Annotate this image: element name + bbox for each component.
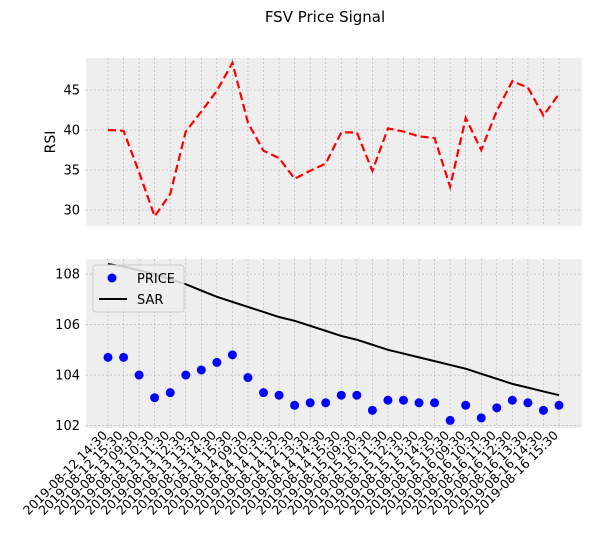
price-point	[321, 398, 331, 408]
price-point	[445, 415, 455, 425]
rsi-y-ticks: 30 35 40 45	[63, 84, 80, 219]
price-point	[119, 352, 129, 362]
price-point	[414, 398, 424, 408]
rsi-grid	[86, 58, 582, 226]
price-point	[259, 388, 269, 398]
rsi-y-axis-label: RSI	[43, 131, 59, 154]
price-point	[383, 395, 393, 405]
price-point	[103, 352, 113, 362]
price-point	[461, 400, 471, 410]
y-tick-label: 102	[55, 419, 80, 434]
price-point	[274, 390, 284, 400]
rsi-panel: 30 35 40 45 RSI	[43, 58, 582, 226]
legend-price-marker	[107, 273, 117, 283]
legend-price-label: PRICE	[137, 272, 175, 287]
price-point	[290, 400, 300, 410]
price-point	[554, 400, 564, 410]
legend: PRICE SAR	[92, 264, 185, 313]
price-point	[212, 357, 222, 367]
y-tick-label: 30	[63, 204, 80, 219]
chart-title: FSV Price Signal	[265, 8, 385, 26]
price-point	[243, 373, 253, 383]
price-point	[150, 393, 160, 403]
y-tick-label: 106	[55, 318, 80, 333]
price-point	[367, 405, 377, 415]
y-tick-label: 108	[55, 268, 80, 283]
price-point	[398, 395, 408, 405]
price-point	[507, 395, 517, 405]
price-point	[352, 390, 362, 400]
price-point	[227, 350, 237, 360]
price-point	[430, 398, 440, 408]
price-point	[165, 388, 175, 398]
y-tick-label: 35	[63, 164, 80, 179]
price-point	[181, 370, 191, 380]
price-point	[538, 405, 548, 415]
price-point	[336, 390, 346, 400]
price-point	[305, 398, 315, 408]
price-point	[134, 370, 144, 380]
price-point	[492, 403, 502, 413]
rsi-line	[107, 59, 560, 219]
price-series	[103, 263, 564, 425]
price-grid	[86, 259, 582, 428]
y-tick-label: 104	[55, 369, 80, 384]
price-panel: 102 104 106 108 2019-08-12 14:302019-08-12 …	[20, 259, 582, 518]
rsi-series	[107, 59, 560, 219]
price-point	[196, 365, 206, 375]
y-tick-label: 40	[63, 124, 80, 139]
y-tick-label: 45	[63, 84, 80, 99]
rsi-axes-background	[86, 58, 582, 226]
price-y-ticks: 102 104 106 108	[55, 268, 80, 434]
price-point	[523, 398, 533, 408]
price-point	[476, 413, 486, 423]
legend-sar-label: SAR	[137, 293, 163, 308]
